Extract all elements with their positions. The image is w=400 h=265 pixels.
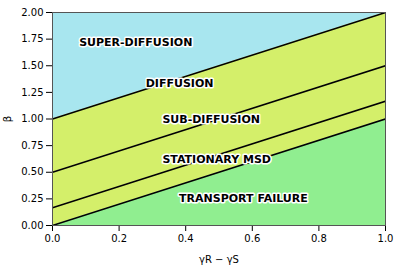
- svg-text:2.00: 2.00: [21, 7, 43, 18]
- svg-text:0.2: 0.2: [111, 233, 127, 244]
- svg-text:0.25: 0.25: [21, 193, 43, 204]
- svg-text:γR − γS: γR − γS: [199, 254, 239, 265]
- svg-text:TRANSPORT FAILURE: TRANSPORT FAILURE: [179, 192, 308, 205]
- svg-text:0.50: 0.50: [21, 166, 43, 177]
- svg-text:0.8: 0.8: [311, 233, 327, 244]
- svg-text:0.00: 0.00: [21, 220, 43, 231]
- svg-text:0.4: 0.4: [178, 233, 194, 244]
- svg-text:1.00: 1.00: [21, 113, 43, 124]
- svg-text:SUPER-DIFFUSION: SUPER-DIFFUSION: [79, 36, 192, 49]
- svg-text:1.0: 1.0: [378, 233, 394, 244]
- svg-text:0.6: 0.6: [244, 233, 260, 244]
- svg-text:STATIONARY MSD: STATIONARY MSD: [162, 153, 271, 166]
- svg-text:β: β: [2, 116, 13, 122]
- svg-text:1.75: 1.75: [21, 33, 43, 44]
- svg-text:SUB-DIFFUSION: SUB-DIFFUSION: [162, 113, 260, 126]
- svg-text:DIFFUSION: DIFFUSION: [146, 77, 214, 90]
- svg-text:1.50: 1.50: [21, 60, 43, 71]
- svg-text:0.75: 0.75: [21, 140, 43, 151]
- svg-text:1.25: 1.25: [21, 87, 43, 98]
- svg-text:0.0: 0.0: [45, 233, 61, 244]
